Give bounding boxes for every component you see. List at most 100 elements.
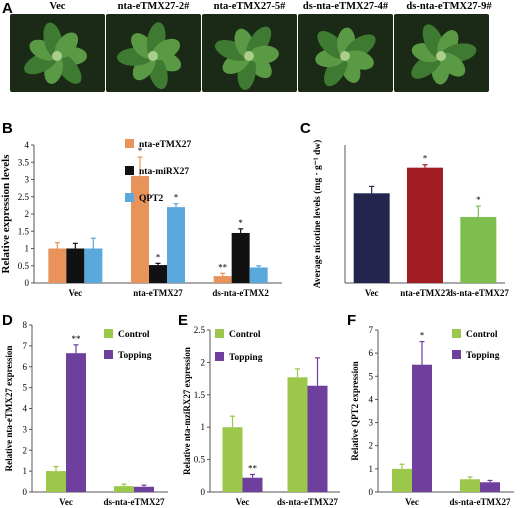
legend-swatch bbox=[125, 193, 134, 202]
plant-center bbox=[52, 51, 62, 61]
bar bbox=[231, 232, 250, 283]
bar bbox=[114, 486, 134, 492]
y-tick-label: 6 bbox=[23, 362, 28, 372]
chart-e-mziRX27-expression: 0 0.5 1 1.5 2 2.5 Relative nta-mziRX27 express… bbox=[182, 325, 340, 507]
y-tick-label: 2 bbox=[23, 445, 28, 455]
y-tick-label: 3 bbox=[23, 424, 28, 434]
bar bbox=[460, 216, 497, 283]
y-tick-label: 4 bbox=[369, 394, 374, 404]
chart-b-expression-levels: 0 0.5 1 1.5 2 2.5 3 3.5 4 Relative expression lev… bbox=[0, 139, 282, 298]
x-tick-label: ds-nta-eTMX27 bbox=[104, 497, 165, 507]
significance-mark: ** bbox=[218, 262, 228, 272]
bar bbox=[66, 248, 85, 283]
leaf-shape bbox=[439, 52, 466, 77]
x-tick-label: Vec bbox=[68, 288, 82, 298]
legend-swatch bbox=[215, 329, 224, 338]
significance-mark: * bbox=[423, 154, 428, 164]
y-axis-label: Relative nta-mziRX27 expression bbox=[182, 347, 192, 475]
y-tick-label: 0 bbox=[23, 487, 28, 497]
y-tick-label: 3.5 bbox=[18, 157, 30, 167]
y-tick-label: 4 bbox=[25, 140, 30, 150]
significance-mark: ** bbox=[72, 334, 82, 344]
x-tick-label: nta-eTMX27 bbox=[133, 288, 183, 298]
legend-label: Control bbox=[466, 330, 498, 340]
y-tick-label: 0 bbox=[369, 487, 374, 497]
significance-mark: * bbox=[138, 146, 143, 156]
y-tick-label: 2.5 bbox=[194, 325, 206, 335]
legend-label: Topping bbox=[118, 351, 152, 361]
bar bbox=[392, 468, 412, 492]
leaf-shape bbox=[152, 38, 181, 61]
significance-mark: * bbox=[156, 252, 161, 262]
y-tick-label: 5 bbox=[369, 371, 374, 381]
significance-mark: * bbox=[420, 331, 425, 341]
significance-mark: * bbox=[238, 218, 243, 228]
x-tick-label: ds-nta-eTMX2 bbox=[212, 288, 269, 298]
plant-photo-nta-2 bbox=[106, 14, 201, 92]
plant-center bbox=[340, 51, 350, 61]
y-tick-label: 2 bbox=[369, 441, 374, 451]
x-tick-label: ds-nta-eTMX27 bbox=[450, 497, 511, 507]
y-tick-label: 1.5 bbox=[194, 390, 206, 400]
y-tick-label: 7 bbox=[369, 325, 374, 335]
bar bbox=[167, 207, 185, 283]
plant-center bbox=[148, 51, 158, 61]
y-tick-label: 2 bbox=[201, 357, 206, 367]
y-tick-label: 3 bbox=[369, 418, 374, 428]
y-axis-label: Relative nta-eTMX27 expression bbox=[4, 346, 14, 472]
y-axis-label: Relative QPT2 expression bbox=[350, 361, 360, 460]
bar bbox=[222, 427, 243, 492]
significance-mark: ** bbox=[248, 464, 258, 474]
legend-label: nta-miRX27 bbox=[139, 167, 189, 177]
y-tick-label: 0 bbox=[25, 278, 30, 288]
x-tick-label: Vec bbox=[236, 497, 250, 507]
bar bbox=[307, 385, 328, 492]
y-tick-label: 1 bbox=[201, 422, 206, 432]
legend-label: nta-eTMX27 bbox=[139, 140, 191, 150]
plant-photo-ds-9 bbox=[394, 14, 489, 92]
leaf-shape bbox=[54, 32, 79, 59]
x-tick-label: Vec bbox=[59, 497, 73, 507]
bar bbox=[131, 176, 149, 283]
legend-label: Topping bbox=[229, 353, 263, 363]
plant-photo-ds-4 bbox=[298, 14, 393, 92]
y-tick-label: 1 bbox=[369, 464, 374, 474]
legend-label: Control bbox=[118, 330, 150, 340]
bar bbox=[249, 267, 268, 283]
panel-label-c: C bbox=[300, 120, 311, 137]
chart-d-eTMX27-expression: 0 1 2 3 4 5 6 7 8 Relative nta-eTMX27 expression *… bbox=[4, 320, 168, 507]
x-tick-label: Vec bbox=[365, 288, 379, 298]
panel-label-f: F bbox=[347, 312, 357, 329]
y-tick-label: 1 bbox=[25, 244, 30, 254]
chart-c-nicotine-levels: Average nicotine levels (mg · g⁻¹ dw) Vec… bbox=[312, 140, 509, 298]
y-tick-label: 1.5 bbox=[18, 226, 30, 236]
x-tick-label: ds-nta-eTMX27 bbox=[277, 497, 338, 507]
y-tick-label: 4 bbox=[23, 404, 28, 414]
bar bbox=[412, 364, 432, 492]
bar bbox=[149, 265, 167, 283]
photo-label-ds-4: ds-nta-eTMX27-4# bbox=[302, 1, 389, 12]
y-tick-label: 6 bbox=[369, 348, 374, 358]
bar bbox=[407, 167, 443, 283]
bar bbox=[46, 471, 66, 492]
significance-mark: * bbox=[174, 193, 179, 203]
legend-swatch bbox=[104, 329, 113, 338]
legend-label: Control bbox=[229, 330, 261, 340]
bar bbox=[353, 193, 390, 283]
photo-label-nta-5: nta-eTMX27-5# bbox=[213, 1, 286, 12]
plant-photo-vec bbox=[10, 14, 105, 92]
legend-swatch bbox=[125, 166, 134, 175]
y-tick-label: 0 bbox=[201, 487, 206, 497]
bar bbox=[480, 482, 500, 492]
y-tick-label: 5 bbox=[23, 383, 28, 393]
y-tick-label: 2.5 bbox=[18, 192, 30, 202]
y-tick-label: 8 bbox=[23, 320, 28, 330]
panel-label-d: D bbox=[2, 312, 13, 329]
legend-label: Topping bbox=[466, 351, 500, 361]
legend-swatch bbox=[125, 139, 134, 148]
y-tick-label: 0.5 bbox=[194, 455, 206, 465]
bar bbox=[134, 486, 154, 492]
bar bbox=[48, 248, 67, 283]
panel-label-a: A bbox=[2, 0, 13, 17]
bar bbox=[287, 377, 308, 492]
